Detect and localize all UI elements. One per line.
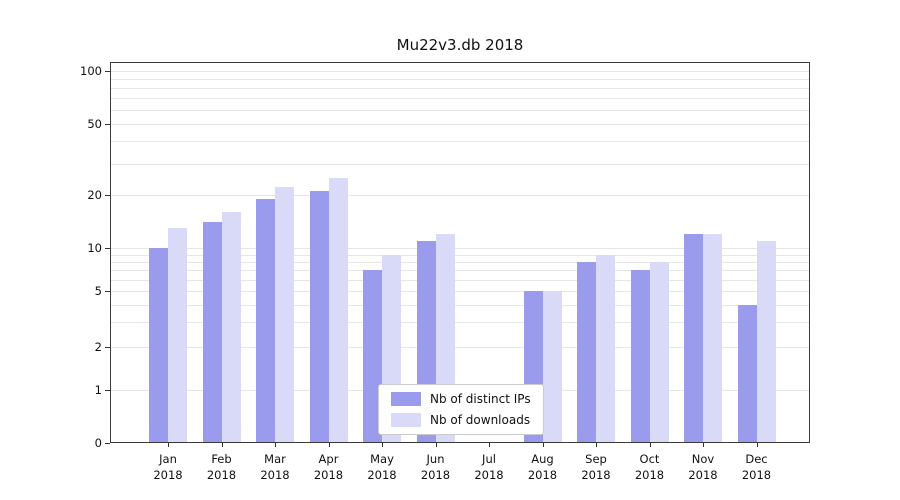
legend-label-downloads: Nb of downloads [430,413,531,427]
bar-nb-of-distinct-ips-apr [309,191,329,443]
y-tick-mark [105,347,110,349]
gridline [110,290,810,292]
bar-nb-of-distinct-ips-jan [149,248,168,443]
legend-entry-downloads: Nb of downloads [391,413,531,427]
x-tick-label-jan: Jan 2018 [153,452,183,482]
gridline [110,79,810,81]
bar-nb-of-distinct-ips-mar [256,198,275,443]
gridline [110,347,810,349]
x-tick-mark [435,443,437,447]
x-tick-label-may: May 2018 [367,452,397,482]
gridline [110,163,810,165]
x-tick-label-oct: Oct 2018 [634,452,665,482]
gridline [110,279,810,281]
gridline [110,254,810,256]
chart-title: Mu22v3.db 2018 [396,36,524,54]
x-tick-label-sep: Sep 2018 [581,452,611,482]
x-tick-mark [649,443,651,447]
gridline [110,88,810,90]
bar-nb-of-distinct-ips-feb [202,222,222,443]
x-tick-label-dec: Dec 2018 [741,452,772,482]
gridline [110,194,810,196]
gridline [110,71,810,72]
x-tick-label-mar: Mar 2018 [260,452,290,482]
bar-nb-of-downloads-feb [221,211,241,443]
y-tick-mark [105,290,110,292]
gridline [110,261,810,263]
x-tick-label-aug: Aug 2018 [527,452,558,482]
y-tick-label: 100 [80,64,102,78]
gridline [110,248,810,249]
x-tick-mark [596,443,597,447]
x-tick-mark [542,443,544,447]
y-tick-label: 50 [87,117,102,132]
bar-nb-of-distinct-ips-sep [577,261,596,443]
y-axis: 0 1 2 5 10 20 50 100 [56,62,102,450]
bar-nb-of-distinct-ips-oct [630,270,650,443]
gridline [110,141,810,143]
y-tick-mark [105,194,110,196]
gridline [110,98,810,100]
x-tick-mark [221,443,223,447]
y-tick-label: 5 [94,283,102,298]
x-tick-mark [489,443,490,447]
y-tick-mark [105,443,110,444]
legend-entry-distinct-ips: Nb of distinct IPs [391,392,531,406]
y-tick-label: 0 [94,436,102,450]
legend: Nb of distinct IPs Nb of downloads [378,384,544,435]
x-tick-mark [275,443,276,447]
bar-nb-of-downloads-sep [596,254,615,443]
bar-nb-of-distinct-ips-nov [684,234,703,443]
x-tick-label-jul: Jul 2018 [474,452,504,482]
bar-nb-of-downloads-apr [328,177,348,443]
y-tick-mark [105,248,110,249]
bar-nb-of-downloads-nov [703,234,722,443]
gridline [110,270,810,271]
x-tick-mark [168,443,169,447]
y-tick-mark [105,71,110,72]
y-tick-mark [105,124,110,126]
bar-nb-of-distinct-ips-dec [737,304,757,443]
bar-nb-of-downloads-dec [756,240,776,443]
y-tick-label: 10 [87,241,102,255]
gridline [110,322,810,324]
bar-nb-of-downloads-oct [649,261,669,443]
y-tick-label: 20 [87,187,102,202]
legend-swatch-downloads [391,413,421,427]
x-tick-mark [703,443,704,447]
x-tick-label-nov: Nov 2018 [688,452,718,482]
bar-nb-of-downloads-mar [275,187,294,443]
x-tick-label-jun: Jun 2018 [420,452,451,482]
gridline [110,110,810,112]
x-tick-label-apr: Apr 2018 [313,452,344,482]
plot-area: Nb of distinct IPs Nb of downloads [110,62,810,443]
x-tick-mark [382,443,383,447]
x-tick-mark [756,443,758,447]
x-tick-label-feb: Feb 2018 [206,452,237,482]
bar-nb-of-distinct-ips-may [363,270,382,443]
y-tick-label: 2 [94,340,102,355]
bar-nb-of-downloads-aug [542,290,562,443]
legend-swatch-distinct-ips [391,392,421,406]
legend-label-distinct-ips: Nb of distinct IPs [430,392,531,406]
gridline [110,124,810,126]
x-tick-mark [328,443,330,447]
gridline [110,304,810,306]
y-tick-mark [105,390,110,391]
y-tick-label: 1 [94,383,102,397]
x-axis: Jan 2018 Feb 2018 Mar 2018 Apr 2018 May 2018 Jun 20… [110,449,810,489]
bar-nb-of-downloads-jan [168,227,187,443]
